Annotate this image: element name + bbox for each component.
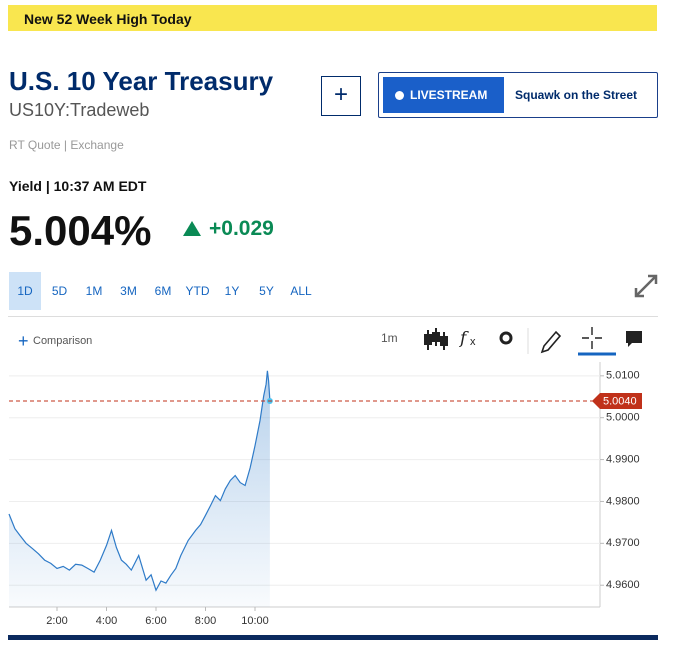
y-tick-label: 4.9700 xyxy=(606,537,640,549)
title: U.S. 10 Year Treasury xyxy=(9,66,274,96)
comparison[interactable]: Comparison xyxy=(33,335,93,347)
y-tick-label: 4.9800 xyxy=(606,495,640,507)
quote-value: 5.004% xyxy=(9,207,152,254)
live-dot xyxy=(395,91,404,100)
range-button[interactable]: 5Y xyxy=(259,284,274,298)
range-button[interactable]: 1D xyxy=(9,272,41,310)
y-tick-label: 5.0000 xyxy=(606,412,640,424)
quote-label: Yield | 10:37 AM EDT xyxy=(9,178,147,194)
y-tick-label: 4.9600 xyxy=(606,579,640,591)
y-tick-label: 5.0100 xyxy=(606,370,640,382)
up-arrow xyxy=(183,221,201,236)
area-fill xyxy=(9,370,270,607)
x-tick-label: 8:00 xyxy=(195,615,216,627)
range-button[interactable]: 3M xyxy=(120,284,137,298)
x-tick-label: 2:00 xyxy=(46,615,67,627)
range-button[interactable]: 1Y xyxy=(224,284,240,298)
reference-tag xyxy=(592,392,642,409)
interval[interactable]: 1m xyxy=(381,331,398,345)
add-button[interactable]: + xyxy=(321,76,361,116)
y-tick-label: 4.9900 xyxy=(606,453,640,465)
livestream-show[interactable]: Squawk on the Street xyxy=(515,88,638,102)
x-tick-label: 10:00 xyxy=(241,615,269,627)
svg-text:f: f xyxy=(458,329,469,349)
quote-change: +0.029 xyxy=(209,217,274,240)
livestream-label: LIVESTREAM xyxy=(410,88,488,102)
x-tick-label: 4:00 xyxy=(96,615,117,627)
expand-icon[interactable] xyxy=(632,272,660,300)
toolbar-icons: f x xyxy=(424,327,642,356)
banner-bg xyxy=(8,5,657,31)
range-button[interactable]: YTD xyxy=(185,284,210,298)
range-button[interactable]: ALL xyxy=(290,284,312,298)
livestream-box[interactable] xyxy=(378,72,658,118)
source: RT Quote | Exchange xyxy=(9,138,124,152)
svg-text:x: x xyxy=(470,336,476,348)
reference-label: 5.0040 xyxy=(603,395,637,407)
separator xyxy=(8,316,658,317)
range-button[interactable]: 1M xyxy=(85,284,103,298)
range-button[interactable]: 5D xyxy=(51,284,68,298)
x-tick-label: 6:00 xyxy=(145,615,166,627)
line xyxy=(8,370,271,592)
banner: New 52 Week High Today xyxy=(24,11,192,27)
comparison-plus[interactable]: + xyxy=(18,331,29,351)
range-button[interactable]: 6M xyxy=(154,284,172,298)
symbol: US10Y:Tradeweb xyxy=(9,100,150,120)
bottom-bar xyxy=(8,635,658,640)
